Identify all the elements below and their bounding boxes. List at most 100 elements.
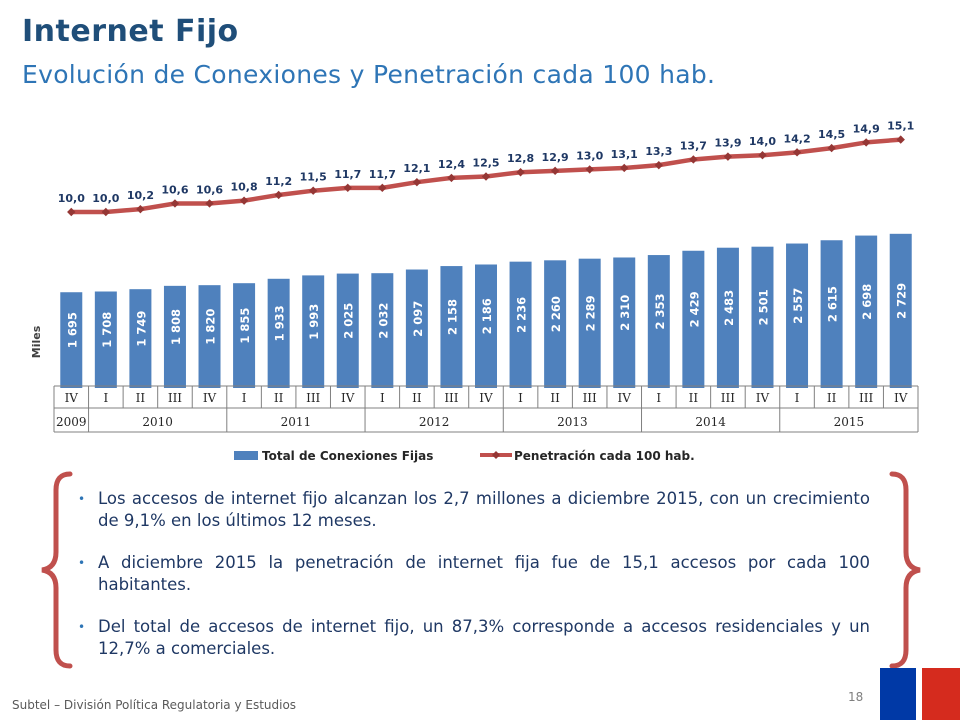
x-tick-label: II bbox=[274, 391, 284, 405]
bullet-list: • Los accesos de internet fijo alcanzan l… bbox=[78, 488, 870, 680]
bar-value-label: 2 236 bbox=[515, 297, 529, 333]
line-value-label: 10,6 bbox=[196, 183, 223, 196]
bar bbox=[647, 255, 670, 388]
bar-value-label: 1 855 bbox=[238, 308, 252, 344]
line-value-label: 12,5 bbox=[472, 157, 499, 170]
bullet-dot-icon: • bbox=[78, 556, 86, 570]
bar bbox=[544, 260, 567, 388]
year-label: 2011 bbox=[281, 415, 312, 429]
line-point bbox=[620, 163, 629, 173]
line-point bbox=[447, 173, 456, 183]
line-point bbox=[758, 151, 767, 160]
x-tick-label: I bbox=[518, 391, 523, 405]
line-value-label: 12,8 bbox=[507, 152, 534, 165]
line-point bbox=[861, 138, 871, 147]
line-point bbox=[239, 196, 249, 205]
legend-bar-swatch bbox=[234, 451, 258, 460]
line-point bbox=[654, 160, 663, 170]
bar-value-label: 2 032 bbox=[376, 303, 390, 339]
bar-value-label: 2 557 bbox=[791, 288, 805, 324]
line-value-label: 11,7 bbox=[369, 168, 396, 181]
line-value-label: 11,5 bbox=[300, 171, 327, 184]
line-value-label: 14,0 bbox=[749, 135, 776, 148]
x-tick-label: IV bbox=[341, 391, 355, 405]
x-tick-label: I bbox=[103, 391, 108, 405]
x-tick-label: III bbox=[168, 391, 182, 405]
bar bbox=[233, 283, 256, 388]
legend-bar-label: Total de Conexiones Fijas bbox=[262, 449, 433, 463]
line-point bbox=[481, 172, 491, 181]
bar-value-label: 1 749 bbox=[134, 311, 148, 347]
bar bbox=[475, 264, 497, 388]
bar bbox=[267, 278, 290, 388]
x-tick-label: III bbox=[444, 391, 458, 405]
bar-value-label: 2 729 bbox=[895, 283, 909, 319]
bar bbox=[336, 273, 359, 388]
bar bbox=[855, 235, 878, 388]
bar-value-label: 2 097 bbox=[411, 301, 425, 337]
x-tick-label: II bbox=[412, 391, 422, 405]
line-point bbox=[827, 143, 836, 153]
x-tick-label: II bbox=[550, 391, 560, 405]
year-label: 2012 bbox=[419, 415, 450, 429]
bar-value-label: 1 993 bbox=[307, 304, 321, 340]
bar-value-label: 1 808 bbox=[169, 309, 183, 345]
bar bbox=[820, 240, 843, 388]
line-value-label: 10,6 bbox=[161, 183, 188, 196]
x-tick-label: II bbox=[827, 391, 837, 405]
line-point bbox=[550, 166, 560, 176]
line-value-label: 14,2 bbox=[783, 132, 810, 145]
line-point bbox=[170, 199, 180, 208]
bar bbox=[371, 273, 394, 388]
x-tick-label: IV bbox=[756, 391, 770, 405]
x-tick-label: III bbox=[306, 391, 320, 405]
bar-value-label: 2 025 bbox=[342, 303, 356, 339]
bar bbox=[578, 258, 601, 388]
x-tick-label: I bbox=[656, 391, 661, 405]
bar-value-label: 1 933 bbox=[273, 305, 287, 341]
line-point bbox=[274, 190, 283, 200]
line-value-label: 13,3 bbox=[645, 145, 672, 158]
bar bbox=[786, 243, 809, 388]
x-tick-label: II bbox=[689, 391, 699, 405]
bar bbox=[302, 275, 325, 388]
bar-value-label: 2 615 bbox=[826, 286, 840, 322]
left-brace-icon bbox=[41, 471, 73, 669]
line-point bbox=[516, 168, 525, 177]
bar bbox=[129, 289, 152, 388]
bar bbox=[405, 269, 428, 388]
connections-chart: 1 695 1 708 1 749 1 808 1 820 1 855 1 933 1 993… bbox=[30, 120, 919, 463]
bar bbox=[716, 247, 739, 388]
bar bbox=[60, 292, 83, 388]
line-point bbox=[343, 183, 352, 193]
line-value-label: 11,7 bbox=[334, 168, 361, 181]
line-value-label: 10,2 bbox=[127, 189, 154, 202]
bar-value-label: 2 186 bbox=[480, 298, 494, 334]
bullet-dot-icon: • bbox=[78, 620, 86, 634]
bar-value-label: 1 695 bbox=[65, 312, 79, 348]
bar bbox=[94, 291, 117, 388]
x-tick-label: IV bbox=[894, 391, 908, 405]
year-label: 2015 bbox=[834, 415, 865, 429]
x-tick-label: III bbox=[583, 391, 597, 405]
line-value-label: 10,0 bbox=[58, 192, 85, 205]
chile-flag-logo-icon bbox=[880, 668, 960, 720]
bar bbox=[682, 250, 705, 388]
line-value-label: 13,7 bbox=[680, 139, 707, 152]
bar bbox=[613, 257, 636, 388]
x-tick-label: IV bbox=[203, 391, 217, 405]
x-tick-label: III bbox=[859, 391, 873, 405]
line-value-label: 14,9 bbox=[853, 122, 880, 135]
line-point bbox=[205, 199, 214, 208]
line-value-label: 12,4 bbox=[438, 158, 465, 171]
bar-value-label: 2 353 bbox=[653, 294, 667, 330]
line-value-label: 12,9 bbox=[542, 151, 569, 164]
year-label: 2010 bbox=[142, 415, 173, 429]
line-value-label: 13,1 bbox=[611, 148, 638, 161]
bar-value-label: 2 429 bbox=[687, 291, 701, 327]
line-value-label: 10,8 bbox=[231, 181, 258, 194]
line-value-label: 13,0 bbox=[576, 149, 603, 162]
line-point bbox=[309, 186, 318, 195]
page-number: 18 bbox=[848, 690, 864, 704]
line-point bbox=[136, 204, 145, 214]
